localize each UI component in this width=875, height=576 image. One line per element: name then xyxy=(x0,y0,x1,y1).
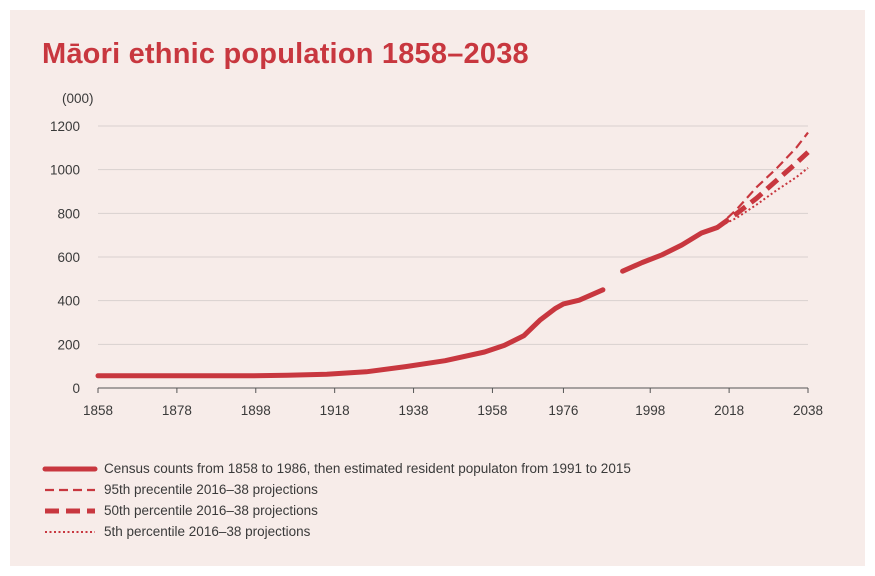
x-tick-label: 1976 xyxy=(548,403,578,418)
x-tick-label: 1998 xyxy=(635,403,665,418)
y-tick-label: 200 xyxy=(57,337,80,352)
y-axis-unit-label: (000) xyxy=(62,91,94,106)
x-tick-label: 2038 xyxy=(793,403,823,418)
legend-swatch xyxy=(45,508,95,513)
y-tick-label: 600 xyxy=(57,250,80,265)
y-tick-label: 1000 xyxy=(50,163,80,178)
legend-swatch xyxy=(45,530,95,533)
x-tick-label: 1958 xyxy=(477,403,507,418)
gridlines xyxy=(98,125,808,345)
series-line-solid xyxy=(620,225,720,274)
chart-panel xyxy=(10,10,865,566)
legend-label: 50th percentile 2016–38 projections xyxy=(104,503,318,518)
legend-swatch xyxy=(45,488,95,491)
x-tick-label: 1918 xyxy=(320,403,350,418)
y-tick-label: 0 xyxy=(72,381,80,396)
legend-label: Census counts from 1858 to 1986, then es… xyxy=(104,461,631,476)
legend-swatch xyxy=(42,466,98,471)
x-tick-label: 1898 xyxy=(241,403,271,418)
series-lines xyxy=(95,131,810,379)
x-tick-label: 1858 xyxy=(83,403,113,418)
legend-entry: 5th percentile 2016–38 projections xyxy=(42,521,631,542)
axes: 0 200 400 600 800 1000 1200 1858 1878 1898 1918 193… xyxy=(50,91,823,418)
legend-label: 95th precentile 2016–38 projections xyxy=(104,482,318,497)
legend-entry: Census counts from 1858 to 1986, then es… xyxy=(42,458,631,479)
series-line-dash xyxy=(716,131,809,229)
y-tick-label: 800 xyxy=(57,206,80,221)
x-tick-label: 2018 xyxy=(714,403,744,418)
x-tick-label: 1878 xyxy=(162,403,192,418)
series-line-solid xyxy=(95,287,606,379)
x-tick-label: 1938 xyxy=(399,403,429,418)
series-line-dot xyxy=(716,167,809,229)
y-tick-label: 1200 xyxy=(50,119,80,134)
y-tick-label: 400 xyxy=(57,294,80,309)
legend-entry: 50th percentile 2016–38 projections xyxy=(42,500,631,521)
legend-label: 5th percentile 2016–38 projections xyxy=(104,524,311,539)
chart-title: Māori ethnic population 1858–2038 xyxy=(42,38,529,70)
legend-entry: 95th precentile 2016–38 projections xyxy=(42,479,631,500)
legend: Census counts from 1858 to 1986, then es… xyxy=(42,458,631,542)
